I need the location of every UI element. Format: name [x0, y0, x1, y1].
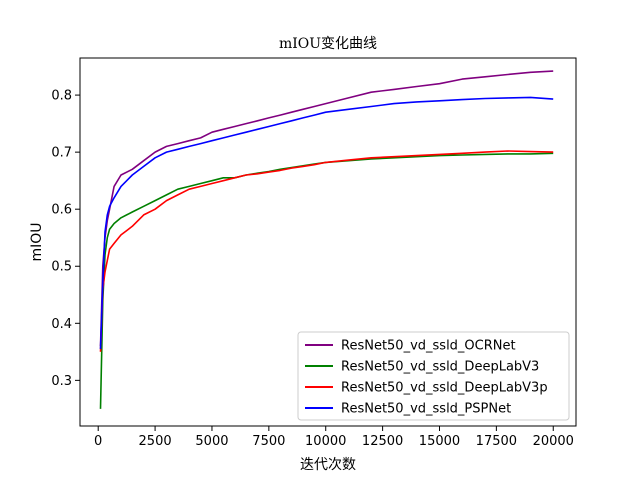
y-tick-label: 0.4: [51, 317, 72, 332]
y-axis-label: mIOU: [29, 222, 45, 261]
x-tick-label: 0: [94, 434, 102, 449]
x-tick-label: 17500: [476, 434, 517, 449]
legend-label: ResNet50_vd_ssld_OCRNet: [341, 339, 516, 354]
x-axis-ticks: 0 2500 5000 7500 10000 12500 15000 17500 20000: [94, 426, 574, 449]
series-layer: [99, 70, 554, 409]
x-tick-label: 20000: [533, 434, 574, 449]
y-tick-label: 0.8: [51, 89, 72, 104]
legend-label: ResNet50_vd_ssld_DeepLabV3p: [341, 381, 548, 396]
x-tick-label: 15000: [419, 434, 460, 449]
chart-title: mIOU变化曲线: [279, 36, 377, 52]
x-tick-label: 5000: [195, 434, 228, 449]
y-tick-label: 0.6: [51, 203, 72, 218]
legend-label: ResNet50_vd_ssld_PSPNet: [341, 402, 511, 417]
plot-area: [79, 57, 577, 427]
y-tick-label: 0.3: [51, 374, 72, 389]
legend-box: [297, 331, 570, 421]
legend-label: ResNet50_vd_ssld_DeepLabV3: [341, 360, 539, 375]
x-tick-label: 2500: [139, 434, 172, 449]
legend: ResNet50_vd_ssld_OCRNet ResNet50_vd_ssld_…: [297, 331, 570, 421]
series-line-4: [99, 96, 554, 350]
y-tick-label: 0.7: [51, 146, 72, 161]
x-tick-label: 7500: [252, 434, 285, 449]
y-axis-ticks: 0.3 0.4 0.5 0.6 0.7 0.8: [51, 89, 80, 389]
axes-frame: [79, 57, 577, 427]
x-axis-label: 迭代次数: [300, 457, 356, 473]
series-line-1: [99, 70, 554, 347]
x-tick-label: 10000: [305, 434, 346, 449]
x-tick-label: 12500: [362, 434, 403, 449]
series-line-3: [99, 150, 554, 352]
y-tick-label: 0.5: [51, 260, 72, 275]
